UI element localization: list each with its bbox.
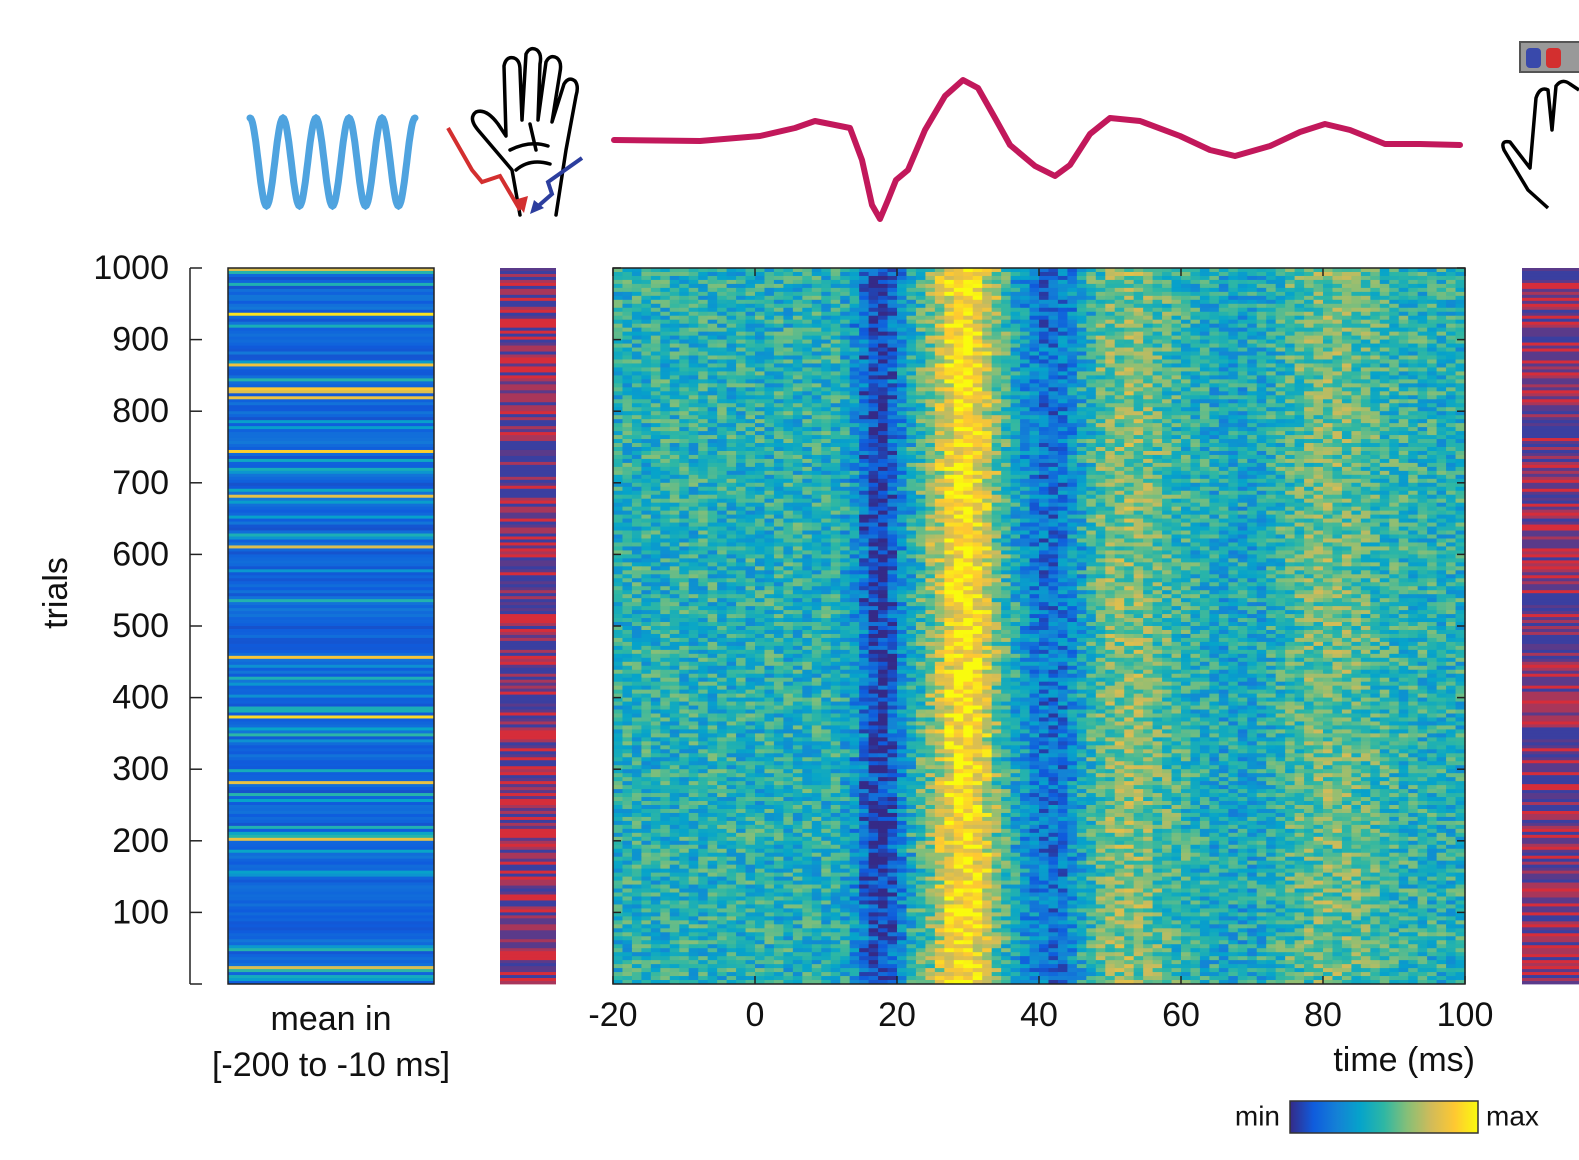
condition-strip [1522,268,1579,984]
evoked-waveform [614,80,1460,219]
colorbar [1290,1101,1478,1133]
mean-label-line1: mean in [271,1000,392,1038]
y-axis-label: trials [37,557,75,629]
y-tick-label: 700 [112,464,169,502]
response-icon [1503,42,1579,208]
x-tick-label: -20 [588,996,637,1034]
colorbar-max-label: max [1486,1100,1539,1131]
y-tick-label: 100 [112,893,169,931]
x-tick-label: 40 [1020,996,1058,1034]
mean-label-line2: [-200 to -10 ms] [212,1046,450,1084]
x-tick-label: 80 [1304,996,1342,1034]
condition-strip [500,268,556,984]
y-tick-label: 500 [112,607,169,645]
y-tick-label: 200 [112,822,169,860]
mean-panel [228,268,434,984]
colorbar-min-label: min [1235,1100,1280,1131]
x-tick-label: 60 [1162,996,1200,1034]
y-tick-label: 600 [112,535,169,573]
y-tick-label: 800 [112,392,169,430]
y-tick-label: 900 [112,321,169,359]
x-tick-label: 100 [1437,996,1494,1034]
oscillation-icon [250,118,415,206]
heatmap [613,268,1466,984]
x-tick-label: 0 [746,996,765,1034]
x-tick-label: 20 [878,996,916,1034]
x-axis-label: time (ms) [1333,1041,1475,1079]
y-tick-label: 400 [112,679,169,717]
hand-stimulation-icon [472,49,577,215]
y-tick-label: 300 [112,750,169,788]
y-tick-label: 1000 [93,249,169,287]
